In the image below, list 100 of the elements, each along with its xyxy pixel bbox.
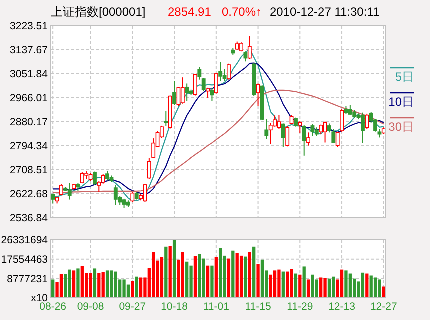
x-tick-label: 09-27: [119, 301, 146, 313]
candlestick: [143, 184, 148, 203]
candlestick: [336, 132, 340, 148]
candlestick: [286, 125, 290, 148]
candlestick: [51, 193, 56, 204]
bar: [302, 266, 306, 298]
candlestick: [68, 182, 72, 200]
legend-label: 10日: [388, 95, 414, 109]
candlestick: [281, 123, 286, 148]
bar: [273, 270, 277, 298]
x-tick-label: 11-29: [287, 301, 314, 313]
bar: [98, 273, 101, 298]
bar: [324, 278, 327, 298]
bar: [248, 252, 252, 298]
bar: [244, 256, 248, 298]
y-tick-label: 8777231: [7, 273, 48, 286]
bar: [374, 278, 378, 298]
bar: [311, 274, 314, 298]
candlestick: [147, 158, 152, 180]
bar: [194, 256, 198, 298]
bar: [240, 256, 244, 298]
candlestick: [323, 121, 328, 144]
bar: [290, 269, 294, 298]
bar: [361, 272, 365, 298]
text: 0.70%↑: [222, 5, 262, 19]
bar: [232, 250, 235, 298]
candlestick: [180, 77, 185, 104]
bar: [282, 272, 285, 298]
bar: [286, 272, 290, 298]
bar: [219, 248, 222, 298]
bar: [164, 246, 168, 298]
x-tick-label: 11-01: [203, 301, 230, 313]
bar: [52, 280, 55, 298]
y-tick-label: 2536.84: [10, 212, 48, 225]
bar: [198, 254, 202, 298]
text: 2854.91: [168, 5, 212, 19]
candlestick: [60, 184, 64, 196]
bar: [114, 272, 118, 298]
legend-label: 30日: [388, 120, 414, 134]
candlestick: [198, 66, 202, 80]
candlestick: [302, 124, 306, 156]
bar: [348, 274, 352, 298]
chart-title: 上证指数[000001]: [51, 5, 146, 19]
bar: [89, 273, 92, 298]
legend-label: 5日: [395, 70, 414, 84]
x-tick-label: 12-27: [370, 301, 398, 313]
bar: [378, 280, 382, 298]
bar: [320, 278, 323, 298]
bar: [68, 270, 72, 298]
bar: [181, 252, 184, 298]
bar: [93, 268, 97, 298]
bar: [252, 246, 256, 298]
bar: [366, 274, 369, 298]
candlestick: [202, 78, 206, 92]
bar: [227, 258, 231, 298]
y-tick-label: 2794.34: [10, 140, 48, 153]
x-tick-label: 11-15: [245, 301, 272, 313]
bar: [152, 252, 156, 298]
candlestick: [361, 112, 365, 144]
x-tick-label: 12-13: [328, 301, 356, 313]
candlestick: [122, 198, 126, 209]
y-tick-label: 26331694: [1, 234, 48, 247]
bar: [131, 281, 134, 298]
candlestick: [348, 104, 352, 116]
bar: [106, 270, 110, 298]
bar: [168, 246, 172, 298]
candlestick: [164, 110, 168, 126]
y-tick-label: 2622.68: [10, 188, 48, 201]
candlestick: [244, 51, 248, 62]
y-tick-label: 3223.51: [10, 20, 48, 33]
bar: [269, 274, 272, 298]
bar: [328, 278, 332, 298]
bar: [370, 276, 373, 298]
bar: [306, 280, 310, 298]
y-tick-label: 2880.17: [10, 116, 48, 129]
candlestick: [256, 83, 260, 107]
bar: [139, 278, 143, 298]
bar: [64, 274, 68, 298]
x-tick-label: 10-18: [161, 301, 188, 313]
bar: [294, 274, 298, 298]
y-tick-label: 3051.84: [10, 68, 48, 81]
bar: [260, 260, 264, 298]
candlestick: [214, 72, 218, 94]
candlestick: [185, 83, 190, 102]
bar: [340, 270, 344, 298]
candlestick: [298, 120, 302, 134]
bar: [80, 266, 84, 298]
candlestick: [194, 74, 198, 96]
bar: [72, 270, 76, 298]
bar: [278, 270, 281, 298]
bar: [206, 266, 210, 298]
x-tick-label: 09-08: [77, 301, 104, 313]
candlestick: [290, 114, 294, 126]
bar: [186, 262, 189, 298]
candlestick: [222, 68, 227, 82]
bar: [214, 257, 218, 298]
candlestick: [248, 36, 252, 60]
candlestick: [101, 174, 106, 184]
bar: [298, 274, 302, 298]
candlestick: [176, 86, 181, 107]
